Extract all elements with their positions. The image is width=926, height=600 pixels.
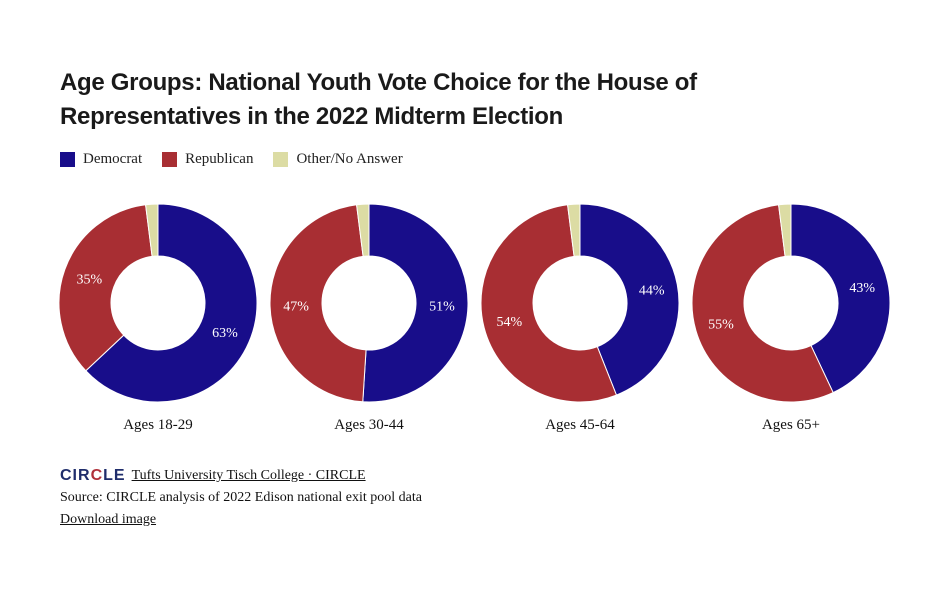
legend-label-democrat: Democrat (83, 151, 143, 167)
donut-ages-30-44: 51% 47% Ages 30-44 (269, 203, 469, 433)
legend-label-other: Other/No Answer (296, 151, 403, 167)
donut-ages-18-29: 63% 35% Ages 18-29 (58, 203, 258, 433)
slice-other-no-answer (778, 203, 792, 257)
footer: CIRCLE Tufts University Tisch College · … (60, 466, 422, 528)
legend-item-other: Other/No Answer (273, 151, 403, 168)
donut-ages-65: 43% 55% Ages 65+ (691, 203, 891, 433)
data-label-republican: 35% (76, 272, 102, 287)
slice-democrat (85, 203, 258, 403)
legend-swatch-republican (162, 152, 178, 167)
legend: Democrat Republican Other/No Answer (60, 151, 403, 168)
slice-republican (269, 204, 367, 403)
data-label-democrat: 44% (639, 283, 665, 298)
slice-other-no-answer (145, 203, 159, 257)
chart-label: Ages 45-64 (545, 417, 615, 433)
chart-label: Ages 18-29 (123, 417, 193, 433)
source-note: Source: CIRCLE analysis of 2022 Edison n… (60, 490, 422, 505)
legend-swatch-democrat (60, 152, 75, 167)
chart-label: Ages 30-44 (334, 417, 404, 433)
slice-democrat (579, 203, 680, 396)
slice-democrat (362, 203, 469, 403)
credit-link[interactable]: Tufts University Tisch College · CIRCLE (131, 468, 366, 483)
legend-label-republican: Republican (185, 151, 254, 167)
data-label-republican: 55% (708, 317, 734, 332)
slice-republican (691, 204, 834, 403)
credit-line: CIRCLE Tufts University Tisch College · … (60, 466, 422, 486)
data-label-democrat: 43% (849, 281, 875, 296)
download-image-link[interactable]: Download image (60, 512, 157, 527)
legend-swatch-other (273, 152, 289, 167)
slice-other-no-answer (356, 203, 370, 257)
slice-democrat (790, 203, 891, 394)
slice-republican (58, 204, 153, 372)
legend-item-republican: Republican (162, 151, 253, 168)
legend-item-democrat: Democrat (60, 151, 142, 168)
slice-republican (480, 204, 618, 403)
chart-label: Ages 65+ (762, 417, 820, 433)
slice-other-no-answer (567, 203, 581, 257)
data-label-democrat: 51% (429, 299, 455, 314)
data-label-democrat: 63% (212, 326, 238, 341)
donut-ages-45-64: 44% 54% Ages 45-64 (480, 203, 680, 433)
data-label-republican: 47% (283, 299, 309, 314)
data-label-republican: 54% (496, 315, 522, 330)
chart-title: Age Groups: National Youth Vote Choice f… (60, 69, 697, 130)
circle-logo: CIRCLE (60, 467, 126, 484)
